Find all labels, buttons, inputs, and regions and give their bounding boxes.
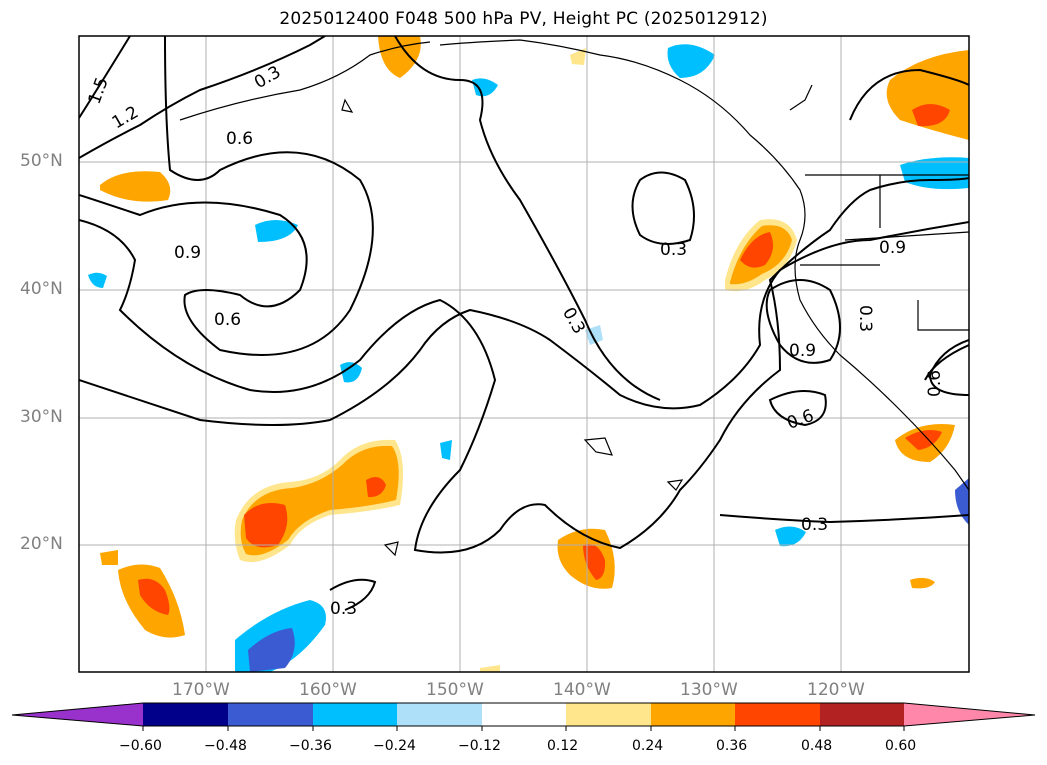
lat-label-20n: 20°N [20,534,63,554]
colorbar-tick-label: 0.60 [885,738,917,754]
graticule [79,36,969,672]
colorbar-bin [143,703,228,726]
contour-label: 0.9 [174,243,201,263]
colorbar-bin [397,703,482,726]
contour-label: 0.3 [558,304,589,337]
colorbar [11,702,1036,731]
contour-label: 0.3 [855,305,875,332]
lon-label-140w: 140°W [553,680,611,700]
contour-label: 0.6 [226,129,253,149]
contour-label: 0.3 [660,240,687,260]
colorbar-bin [228,703,313,726]
colorbar-tick-label: −0.24 [373,738,416,754]
lon-label-160w: 160°W [299,680,357,700]
colorbar-tick-label: 0.36 [716,738,748,754]
contour-label: 0.3 [801,515,828,535]
contour-label: 0.9 [789,341,816,361]
map-frame [78,35,970,673]
colorbar-tick-label: −0.48 [204,738,247,754]
lat-label-50n: 50°N [20,151,63,171]
pv-anomaly-fills [88,36,969,672]
coastlines [179,39,969,557]
contour-labels: 1.5 1.2 0.3 0.6 0.9 0.6 0.3 0.3 0.9 0.9 … [85,62,945,619]
contour-label: 0.3 [251,62,284,93]
lon-label-150w: 150°W [426,680,484,700]
lon-label-170w: 170°W [172,680,230,700]
colorbar-bin [651,703,735,726]
lat-label-40n: 40°N [20,279,63,299]
colorbar-tick-label: 0.48 [801,738,833,754]
colorbar-tick-label: 0.24 [632,738,664,754]
contour-label: 0.6 [784,406,816,434]
colorbar-tick-label: −0.36 [289,738,332,754]
colorbar-extend-high [904,703,1035,726]
map-title: 2025012400 F048 500 hPa PV, Height PC (2… [279,9,768,29]
contour-label: 1.5 [85,75,113,107]
colorbar-tick-label: 0.12 [547,738,579,754]
colorbar-tick-label: −0.60 [119,738,162,754]
lat-label-30n: 30°N [20,407,63,427]
colorbar-bin [313,703,397,726]
colorbar-bin [482,703,566,726]
colorbar-extend-low [12,703,143,726]
contour-label: 0.3 [330,599,357,619]
contour-label: 0.6 [925,370,945,397]
contour-label: 0.9 [879,238,906,258]
colorbar-tick-label: −0.12 [458,738,501,754]
colorbar-bin [820,703,904,726]
lon-label-130w: 130°W [680,680,738,700]
colorbar-bin [735,703,820,726]
lon-label-120w: 120°W [807,680,865,700]
contour-label: 1.2 [109,102,142,133]
height-contours [79,36,969,611]
contour-label: 0.6 [214,310,241,330]
colorbar-bin [566,703,651,726]
